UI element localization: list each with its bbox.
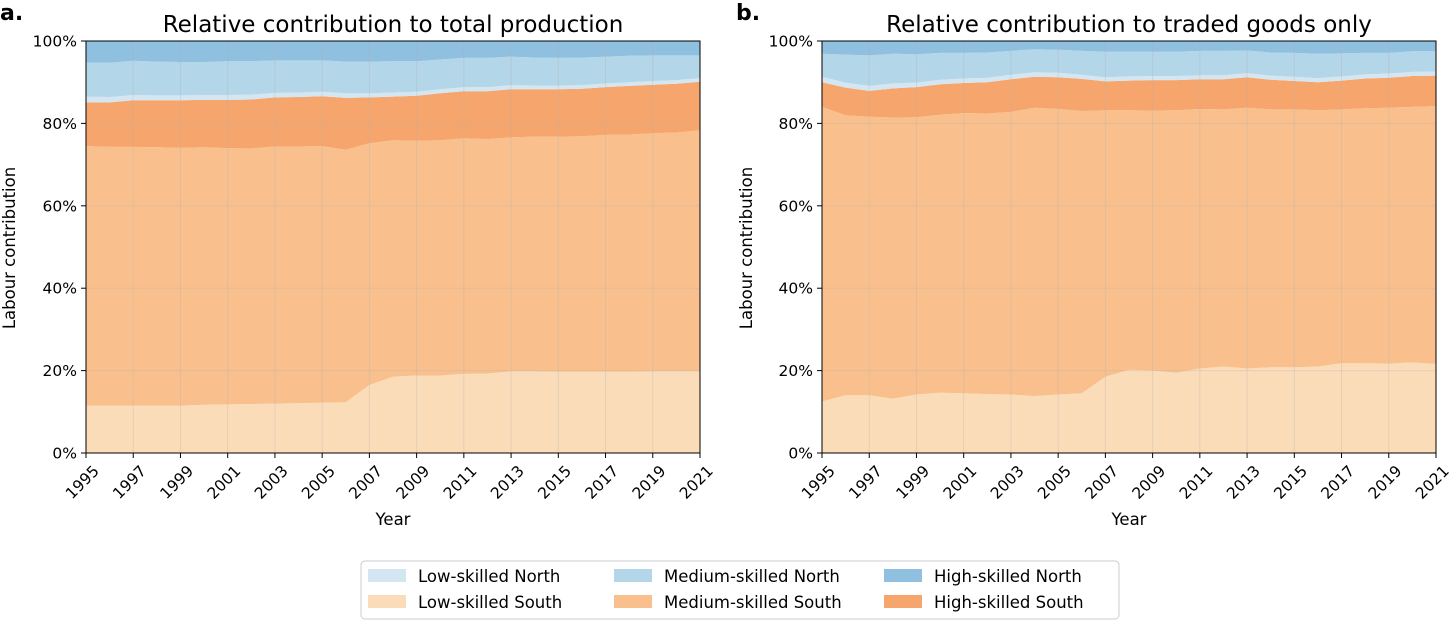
x-tick-label-b: 2015 — [1270, 462, 1311, 503]
x-tick-label-b: 2021 — [1412, 462, 1453, 503]
area-low-skilled-south-b — [822, 362, 1436, 453]
chart-title-b: Relative contribution to traded goods on… — [886, 12, 1372, 38]
panel-label-b: b. — [736, 1, 760, 26]
y-axis-label-b: Labour contribution — [737, 167, 756, 329]
y-tick-label-b: 20% — [779, 362, 813, 380]
y-tick-label-a: 80% — [43, 115, 77, 133]
legend-item-high-skilled-north: High-skilled North — [884, 567, 1082, 586]
x-tick-label-b: 1997 — [845, 462, 886, 503]
x-tick-label-b: 2019 — [1365, 462, 1406, 503]
x-tick-label-b: 2009 — [1129, 462, 1170, 503]
x-tick-label-b: 2001 — [940, 462, 981, 503]
legend-swatch-low-skilled-south — [368, 595, 406, 608]
x-tick-label-a: 2015 — [534, 462, 575, 503]
x-tick-label-a: 2017 — [582, 462, 623, 503]
area-medium-skilled-south-b — [822, 106, 1436, 402]
legend-label-medium-skilled-south: Medium-skilled South — [664, 593, 842, 612]
y-tick-label-b: 40% — [779, 280, 813, 298]
x-tick-label-b: 2005 — [1034, 462, 1075, 503]
legend-label-high-skilled-south: High-skilled South — [934, 593, 1084, 612]
area-low-skilled-south-a — [86, 371, 700, 453]
x-tick-label-a: 2001 — [204, 462, 245, 503]
plot-frame-a — [85, 40, 701, 454]
x-axis-label-b: Year — [1111, 510, 1147, 529]
x-tick-label-a: 2019 — [629, 462, 670, 503]
y-axis-label-a: Labour contribution — [0, 167, 19, 329]
y-tick-label-a: 60% — [43, 197, 77, 215]
legend-item-high-skilled-south: High-skilled South — [884, 593, 1084, 612]
x-tick-label-b: 2003 — [987, 462, 1028, 503]
x-tick-label-a: 2021 — [676, 462, 717, 503]
legend-swatch-medium-skilled-south — [614, 595, 652, 608]
area-medium-skilled-north-b — [822, 49, 1436, 86]
x-tick-label-a: 2013 — [487, 462, 528, 503]
area-medium-skilled-north-a — [86, 55, 700, 97]
legend-item-medium-skilled-north: Medium-skilled North — [614, 567, 840, 586]
legend-item-low-skilled-south: Low-skilled South — [368, 593, 562, 612]
plot-area-b: 1995 1997 1999 2001 2003 2005 2007 2009 2011 2013… — [769, 33, 1453, 503]
x-tick-label-b: 2017 — [1318, 462, 1359, 503]
plot-area-a: 1995 1997 1999 2001 2003 2005 2007 2009 2011 2013… — [33, 33, 717, 503]
area-low-skilled-north-a — [86, 78, 700, 103]
legend-swatch-medium-skilled-north — [614, 569, 652, 582]
area-high-skilled-north-b — [822, 41, 1436, 56]
panel-a: a. Relative contribution to total produc… — [0, 1, 717, 529]
area-high-skilled-south-b — [822, 75, 1436, 118]
x-tick-label-a: 2005 — [298, 462, 339, 503]
area-high-skilled-north-a — [86, 41, 700, 63]
x-tick-label-a: 2003 — [251, 462, 292, 503]
x-tick-label-b: 2013 — [1223, 462, 1264, 503]
y-tick-label-b: 80% — [779, 115, 813, 133]
x-tick-label-a: 1999 — [157, 462, 198, 503]
y-tick-label-a: 20% — [43, 362, 77, 380]
legend-swatch-high-skilled-north — [884, 569, 922, 582]
x-tick-label-b: 2011 — [1176, 462, 1217, 503]
legend-item-medium-skilled-south: Medium-skilled South — [614, 593, 842, 612]
x-tick-label-b: 2007 — [1082, 462, 1123, 503]
legend-label-high-skilled-north: High-skilled North — [934, 567, 1082, 586]
y-tick-label-a: 40% — [43, 280, 77, 298]
legend-label-low-skilled-south: Low-skilled South — [418, 593, 562, 612]
x-tick-label-a: 1995 — [62, 462, 103, 503]
x-tick-label-b: 1995 — [798, 462, 839, 503]
chart-title-a: Relative contribution to total productio… — [163, 12, 624, 38]
x-axis-label-a: Year — [375, 510, 411, 529]
plot-frame-b — [821, 40, 1437, 454]
x-tick-label-b: 1999 — [893, 462, 934, 503]
legend-swatch-high-skilled-south — [884, 595, 922, 608]
legend-swatch-low-skilled-north — [368, 569, 406, 582]
area-high-skilled-south-a — [86, 81, 700, 150]
x-tick-label-a: 2009 — [393, 462, 434, 503]
legend-frame — [360, 560, 1120, 620]
x-tick-label-a: 1997 — [109, 462, 150, 503]
panel-b: b. Relative contribution to traded goods… — [736, 1, 1453, 529]
legend-label-medium-skilled-north: Medium-skilled North — [664, 567, 840, 586]
y-tick-label-b: 0% — [788, 445, 813, 463]
y-tick-label-a: 100% — [33, 33, 77, 51]
x-tick-label-a: 2011 — [440, 462, 481, 503]
area-low-skilled-north-b — [822, 71, 1436, 91]
y-tick-label-a: 0% — [52, 445, 77, 463]
panel-label-a: a. — [0, 1, 23, 26]
legend: Low-skilled North Medium-skilled North H… — [360, 560, 1120, 620]
legend-item-low-skilled-north: Low-skilled North — [368, 567, 560, 586]
y-tick-label-b: 100% — [769, 33, 813, 51]
area-medium-skilled-south-a — [86, 130, 700, 406]
x-tick-label-a: 2007 — [346, 462, 387, 503]
y-tick-label-b: 60% — [779, 197, 813, 215]
legend-label-low-skilled-north: Low-skilled North — [418, 567, 560, 586]
